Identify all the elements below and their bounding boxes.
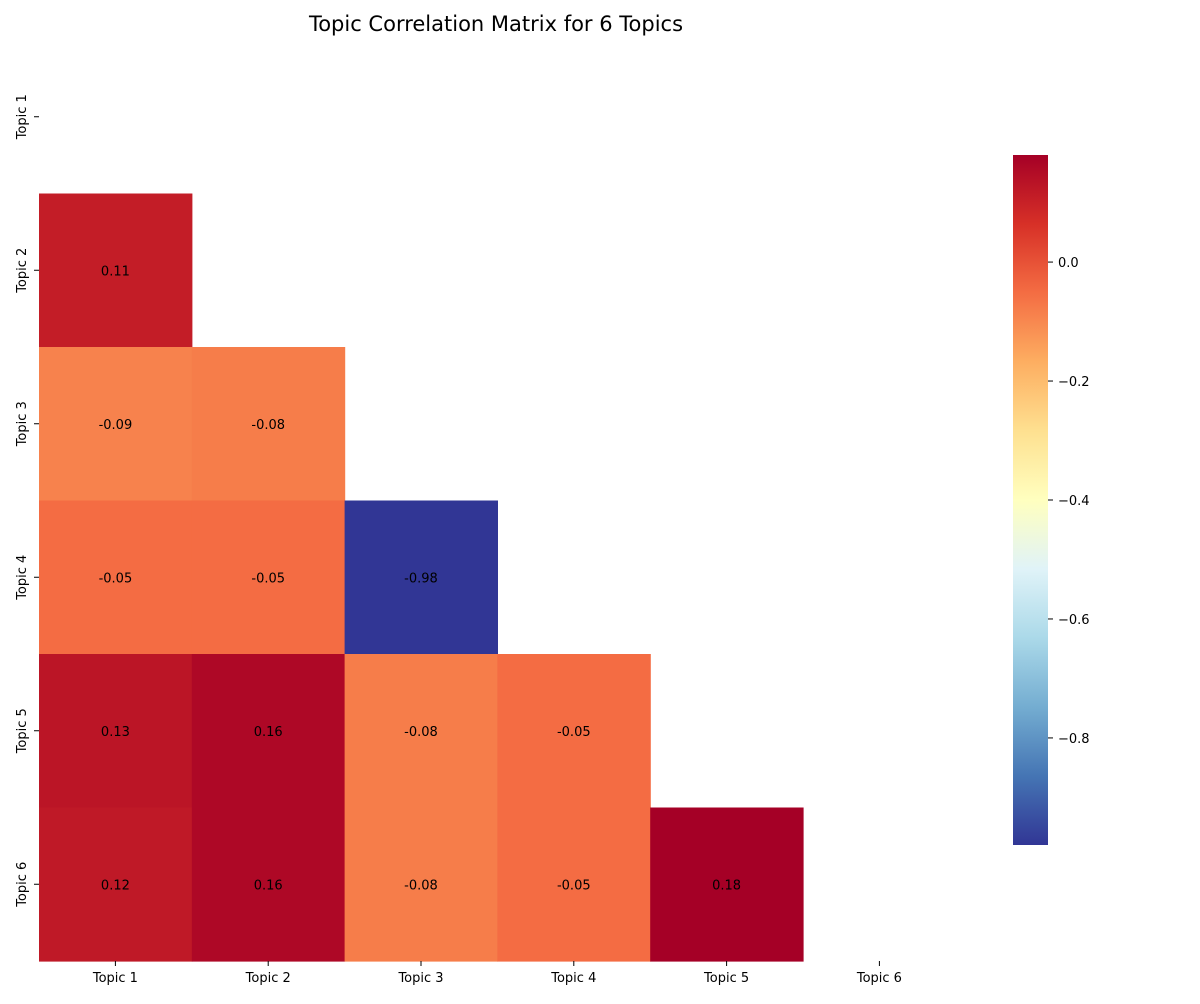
heatmap-cell	[191, 654, 346, 809]
heatmap-cell	[191, 807, 346, 962]
heatmap-cell	[39, 500, 193, 655]
colorbar-gradient	[1013, 155, 1048, 845]
heatmap-cell	[497, 807, 651, 962]
cell-value-label: -0.05	[251, 571, 285, 586]
cell-value-label: 0.16	[254, 878, 283, 893]
x-tick-label: Topic 2	[245, 971, 291, 986]
heatmap-cell	[39, 807, 193, 962]
x-tick-label: Topic 3	[397, 971, 443, 986]
heatmap-cells	[39, 193, 804, 962]
cell-value-label: 0.16	[254, 725, 283, 740]
cell-value-label: 0.11	[101, 264, 130, 279]
cell-value-label: -0.09	[99, 418, 133, 433]
heatmap-cell	[191, 347, 346, 502]
cell-value-label: -0.08	[404, 878, 438, 893]
x-tick-label: Topic 6	[856, 971, 902, 986]
y-tick-label: Topic 3	[15, 401, 30, 447]
y-tick-label: Topic 2	[15, 248, 30, 294]
cell-value-label: -0.08	[251, 418, 285, 433]
colorbar-tick-label: −0.8	[1058, 732, 1090, 747]
cell-value-label: -0.08	[404, 725, 438, 740]
cell-value-label: -0.05	[557, 878, 591, 893]
x-axis: Topic 1 Topic 2 Topic 3 Topic 4 Topic 5 Topic…	[92, 961, 902, 986]
heatmap-cell	[39, 347, 193, 502]
colorbar-tick-label: 0.0	[1058, 256, 1079, 271]
heatmap-cell	[344, 807, 498, 962]
cell-value-label: -0.05	[557, 725, 591, 740]
x-tick-label: Topic 5	[703, 971, 749, 986]
colorbar: 0.0 −0.2 −0.4 −0.6 −0.8	[1013, 155, 1090, 845]
cell-value-label: -0.98	[404, 571, 438, 586]
heatmap-cell	[344, 654, 498, 809]
y-axis: Topic 1 Topic 2 Topic 3 Topic 4 Topic 5 Topic…	[15, 94, 39, 908]
heatmap-cell	[39, 193, 193, 348]
heatmap-cell	[650, 807, 804, 962]
colorbar-tick-label: −0.4	[1058, 494, 1090, 509]
heatmap-cell	[191, 500, 346, 655]
heatmap-cell	[39, 654, 193, 809]
cell-value-label: 0.18	[712, 878, 741, 893]
y-tick-label: Topic 6	[15, 862, 30, 908]
x-tick-label: Topic 4	[550, 971, 596, 986]
x-tick-label: Topic 1	[92, 971, 138, 986]
y-tick-label: Topic 5	[15, 708, 30, 754]
colorbar-tick-label: −0.6	[1058, 613, 1090, 628]
cell-value-labels: 0.11 -0.09 -0.08 -0.05 -0.05 -0.98 0.13 0.16 -0.…	[99, 264, 741, 893]
heatmap-cell	[497, 654, 651, 809]
cell-value-label: 0.12	[101, 878, 130, 893]
y-tick-label: Topic 1	[15, 94, 30, 140]
y-tick-label: Topic 4	[15, 555, 30, 601]
cell-value-label: 0.13	[101, 725, 130, 740]
cell-value-label: -0.05	[99, 571, 133, 586]
heatmap-cell	[344, 500, 498, 655]
chart-title: Topic Correlation Matrix for 6 Topics	[308, 12, 683, 36]
colorbar-tick-label: −0.2	[1058, 375, 1090, 390]
